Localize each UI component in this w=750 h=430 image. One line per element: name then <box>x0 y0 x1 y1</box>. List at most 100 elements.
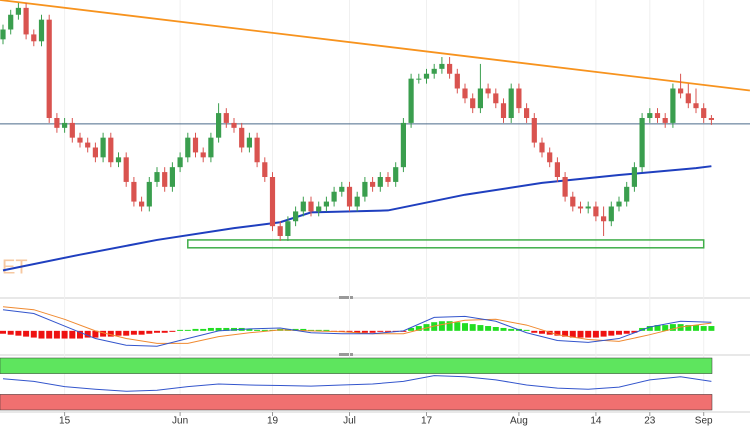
candle-body <box>62 122 68 128</box>
candle-body <box>408 78 414 123</box>
macd-signal-line <box>2 306 712 344</box>
macd-histogram-bar <box>492 327 499 331</box>
candle-body <box>547 152 553 163</box>
macd-histogram-bar <box>500 327 507 331</box>
candle-body <box>362 181 368 197</box>
macd-histogram-bar <box>300 328 307 331</box>
macd-histogram-bar <box>184 329 191 331</box>
candle-body <box>354 196 360 207</box>
candle-body <box>423 73 430 79</box>
candle-body <box>462 88 468 99</box>
macd-histogram-bar <box>569 330 576 338</box>
candle-body <box>616 201 622 207</box>
candle-body <box>38 19 45 42</box>
candle-body <box>31 34 37 42</box>
overbought-zone <box>0 357 713 374</box>
candle-body <box>331 191 337 202</box>
x-tick-label: 17 <box>421 416 433 427</box>
candle-body <box>693 103 699 109</box>
candle-body <box>162 172 168 187</box>
candle-body <box>377 177 383 187</box>
macd-histogram-bar <box>130 330 137 335</box>
macd-histogram-bar <box>354 330 361 333</box>
candle-body <box>631 167 637 187</box>
panel-grip[interactable] <box>339 353 353 356</box>
candle-body <box>146 181 152 207</box>
macd-histogram-bar <box>562 330 569 337</box>
candle-body <box>85 142 91 148</box>
candle-body <box>277 226 283 236</box>
candle-body <box>254 137 260 163</box>
macd-histogram-bar <box>616 330 622 335</box>
support-zone <box>187 239 705 249</box>
macd-histogram-bar <box>177 329 184 331</box>
candle-body <box>477 88 483 109</box>
macd-histogram-bar <box>169 330 176 332</box>
candle-body <box>316 206 322 212</box>
macd-histogram-bar <box>161 330 168 333</box>
candle-body <box>685 93 691 104</box>
macd-histogram-bar <box>346 330 353 332</box>
macd-histogram-bar <box>146 330 153 334</box>
candle-body <box>208 137 214 158</box>
candle-body <box>447 63 453 74</box>
macd-histogram-bar <box>53 330 60 339</box>
candle-body <box>400 122 406 168</box>
macd-histogram-bar <box>592 330 599 338</box>
macd-histogram-bar <box>23 330 30 337</box>
x-tick-label: Sep <box>695 416 713 427</box>
macd-histogram-bar <box>408 327 415 331</box>
candle-body <box>593 206 599 217</box>
macd-histogram-bar <box>669 324 676 331</box>
candle-body <box>370 181 376 187</box>
candle-body <box>92 147 98 158</box>
candle-body <box>439 63 445 69</box>
x-tick-label: Jun <box>172 416 188 427</box>
candle-body <box>524 108 530 118</box>
candle-body <box>539 142 545 153</box>
macd-histogram-bar <box>0 330 6 334</box>
macd-histogram-bar <box>115 330 122 336</box>
macd-histogram-bar <box>215 327 222 331</box>
macd-histogram-bar <box>138 330 145 335</box>
macd-histogram-bar <box>446 321 453 331</box>
candle-body <box>54 118 60 128</box>
macd-histogram-bar <box>38 330 45 339</box>
macd-histogram-bar <box>15 330 22 336</box>
candle-body <box>262 162 268 177</box>
candle-body <box>216 113 222 138</box>
macd-histogram-bar <box>123 330 130 336</box>
candle-body <box>562 177 568 197</box>
macd-histogram-bar <box>369 330 376 333</box>
macd-histogram-bar <box>700 326 707 331</box>
macd-histogram-bar <box>200 328 207 331</box>
candle-body <box>0 29 6 40</box>
macd-histogram-bar <box>192 328 199 331</box>
candle-body <box>231 122 237 128</box>
candle-body <box>23 7 29 35</box>
candle-body <box>654 113 661 118</box>
macd-histogram-bar <box>84 330 91 338</box>
macd-histogram-bar <box>415 326 422 331</box>
macd-histogram-bar <box>462 323 468 331</box>
macd-histogram-bar <box>69 330 76 339</box>
macd-histogram-bar <box>485 326 492 331</box>
x-tick-label: Jul <box>343 416 356 427</box>
x-tick-label: 19 <box>267 416 279 427</box>
macd-histogram-bar <box>223 327 230 331</box>
candle-body <box>177 157 183 168</box>
macd-histogram-bar <box>7 330 14 335</box>
macd-histogram-bar <box>107 330 114 337</box>
macd-histogram-bar <box>469 324 476 331</box>
candle-body <box>223 113 229 123</box>
candle-body <box>285 221 291 236</box>
x-tick-label: 23 <box>644 416 656 427</box>
panel-grip[interactable] <box>339 296 353 299</box>
candle-body <box>200 152 206 158</box>
macd-histogram-bar <box>554 330 561 336</box>
candle-body <box>608 206 614 222</box>
candle-body <box>454 73 460 89</box>
macd-histogram-bar <box>385 330 391 332</box>
candle-body <box>339 186 345 192</box>
